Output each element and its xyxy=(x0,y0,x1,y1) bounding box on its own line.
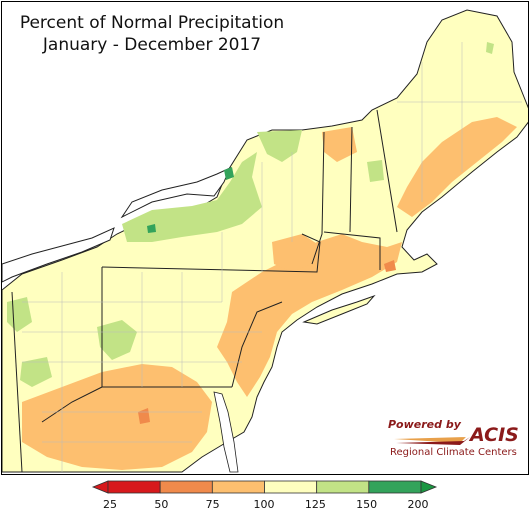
color-legend: 25 50 75 100 125 150 200 xyxy=(0,476,531,511)
dry-spot-ma xyxy=(384,260,396,272)
legend-bin-50-75 xyxy=(159,480,213,494)
precip-map xyxy=(2,9,528,473)
legend-bin-125-150 xyxy=(316,480,370,494)
acis-credit: Powered by ACIS Regional Climate Centers xyxy=(386,415,526,463)
map-title-line2: January - December 2017 xyxy=(42,35,262,55)
wet-area-pa-nw xyxy=(97,320,137,360)
land-mass xyxy=(2,9,528,473)
dry-area-ny-ct xyxy=(272,234,322,272)
legend-tick-label: 200 xyxy=(407,498,429,511)
dry-area-coastal xyxy=(217,234,402,397)
dry-area-maine xyxy=(397,117,517,217)
legend-tick-label: 100 xyxy=(253,498,275,511)
wet-area-maine-n xyxy=(486,42,494,54)
lake-erie xyxy=(2,227,115,283)
legend-tick-label: 75 xyxy=(205,498,220,511)
very-wet-spot-2 xyxy=(147,224,156,233)
wet-area-north-country xyxy=(257,130,302,162)
chesapeake-bay xyxy=(213,391,239,473)
legend-bin-100-125 xyxy=(264,480,318,494)
very-wet-spot-1 xyxy=(224,167,234,180)
acis-logo-text: ACIS xyxy=(470,424,519,446)
legend-tick-label: 125 xyxy=(304,498,326,511)
legend-tick-label: 150 xyxy=(356,498,378,511)
map-title-line1: Percent of Normal Precipitation xyxy=(19,13,285,33)
wet-area-vt xyxy=(367,160,384,182)
county-lines xyxy=(22,42,522,472)
powered-by-label: Powered by xyxy=(388,418,461,431)
regional-climate-centers-label: Regional Climate Centers xyxy=(390,447,517,458)
state-boundaries xyxy=(11,109,398,473)
legend-below-min-arrow xyxy=(91,480,109,494)
acis-swoosh-logo xyxy=(394,429,474,445)
legend-bin-25-50 xyxy=(107,480,161,494)
dry-area-virginia xyxy=(22,364,212,470)
legend-above-max-arrow xyxy=(420,480,438,494)
legend-bar xyxy=(91,480,438,494)
wet-area-wv xyxy=(20,357,52,387)
map-frame: Percent of Normal Precipitation January … xyxy=(1,1,529,475)
legend-tick-label: 50 xyxy=(154,498,169,511)
legend-bin-150-200 xyxy=(368,480,422,494)
long-island xyxy=(302,294,376,325)
dry-area-nh xyxy=(322,127,357,162)
wet-area-western-ny xyxy=(122,152,262,242)
legend-tick-label: 25 xyxy=(103,498,117,511)
legend-bin-75-100 xyxy=(211,480,265,494)
